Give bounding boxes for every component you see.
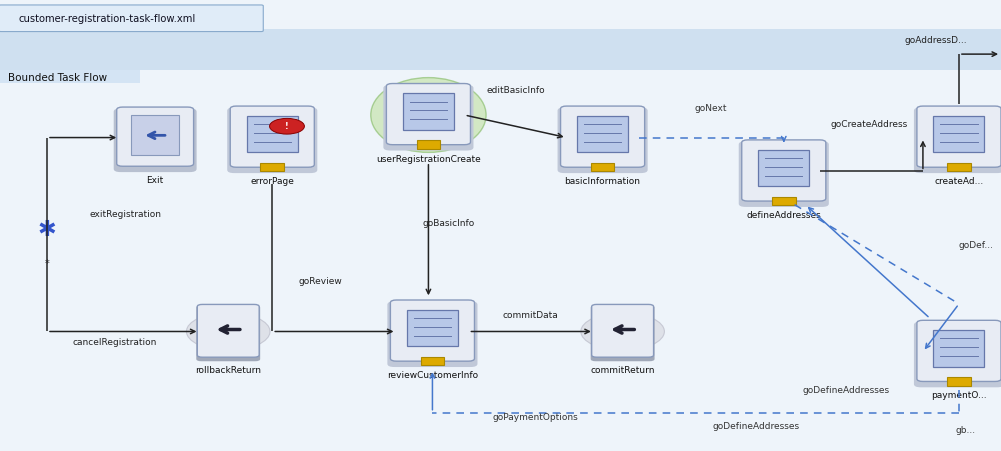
Bar bbox=[0, 70, 1001, 451]
Text: goDef...: goDef... bbox=[959, 241, 993, 250]
FancyBboxPatch shape bbox=[591, 163, 615, 171]
Circle shape bbox=[581, 313, 665, 350]
Text: customer-registration-task-flow.xml: customer-registration-task-flow.xml bbox=[18, 14, 195, 24]
FancyBboxPatch shape bbox=[247, 116, 297, 152]
Text: goAddressD...: goAddressD... bbox=[905, 36, 967, 45]
FancyBboxPatch shape bbox=[947, 377, 971, 386]
Text: *: * bbox=[45, 259, 49, 269]
FancyBboxPatch shape bbox=[407, 310, 457, 346]
Text: goPaymentOptions: goPaymentOptions bbox=[492, 413, 579, 422]
FancyBboxPatch shape bbox=[387, 301, 477, 367]
Ellipse shape bbox=[370, 78, 486, 152]
FancyBboxPatch shape bbox=[117, 107, 193, 166]
FancyBboxPatch shape bbox=[420, 357, 444, 365]
Text: reviewCustomerInfo: reviewCustomerInfo bbox=[386, 371, 478, 380]
Bar bbox=[0, 70, 140, 83]
Text: exitRegistration: exitRegistration bbox=[89, 210, 161, 219]
FancyBboxPatch shape bbox=[772, 197, 796, 205]
FancyBboxPatch shape bbox=[0, 5, 263, 32]
Text: basicInformation: basicInformation bbox=[565, 177, 641, 186]
Text: commitData: commitData bbox=[503, 311, 559, 320]
FancyBboxPatch shape bbox=[386, 83, 470, 145]
Text: goCreateAddress: goCreateAddress bbox=[830, 120, 908, 129]
Text: goDefineAddresses: goDefineAddresses bbox=[802, 386, 890, 395]
FancyBboxPatch shape bbox=[390, 300, 474, 361]
Text: createAd...: createAd... bbox=[934, 177, 984, 186]
FancyBboxPatch shape bbox=[592, 304, 654, 357]
Text: paymentO...: paymentO... bbox=[931, 391, 987, 400]
Text: gb...: gb... bbox=[956, 426, 976, 435]
FancyBboxPatch shape bbox=[227, 107, 317, 173]
Text: !: ! bbox=[285, 122, 288, 131]
Text: editBasicInfo: editBasicInfo bbox=[486, 86, 545, 95]
FancyBboxPatch shape bbox=[934, 116, 984, 152]
FancyBboxPatch shape bbox=[260, 163, 284, 171]
FancyBboxPatch shape bbox=[578, 116, 628, 152]
FancyBboxPatch shape bbox=[131, 115, 179, 155]
Text: rollbackReturn: rollbackReturn bbox=[195, 366, 261, 375]
FancyBboxPatch shape bbox=[917, 106, 1001, 167]
FancyBboxPatch shape bbox=[914, 107, 1001, 173]
FancyBboxPatch shape bbox=[196, 305, 260, 361]
Circle shape bbox=[269, 119, 304, 134]
Circle shape bbox=[186, 313, 270, 350]
Text: defineAddresses: defineAddresses bbox=[747, 211, 821, 220]
Text: cancelRegistration: cancelRegistration bbox=[73, 338, 157, 347]
FancyBboxPatch shape bbox=[114, 108, 196, 172]
Text: goReview: goReview bbox=[298, 277, 342, 286]
FancyBboxPatch shape bbox=[759, 150, 809, 186]
Text: goBasicInfo: goBasicInfo bbox=[422, 219, 474, 228]
FancyBboxPatch shape bbox=[917, 320, 1001, 382]
FancyBboxPatch shape bbox=[403, 93, 453, 130]
FancyBboxPatch shape bbox=[739, 141, 829, 207]
Text: goNext: goNext bbox=[695, 104, 727, 113]
FancyBboxPatch shape bbox=[383, 85, 473, 151]
FancyBboxPatch shape bbox=[230, 106, 314, 167]
FancyBboxPatch shape bbox=[197, 304, 259, 357]
FancyBboxPatch shape bbox=[561, 106, 645, 167]
Text: userRegistrationCreate: userRegistrationCreate bbox=[376, 155, 480, 164]
FancyBboxPatch shape bbox=[947, 163, 971, 171]
Text: errorPage: errorPage bbox=[250, 177, 294, 186]
FancyBboxPatch shape bbox=[934, 330, 984, 367]
Text: commitReturn: commitReturn bbox=[591, 366, 655, 375]
FancyBboxPatch shape bbox=[591, 305, 655, 361]
Text: Bounded Task Flow: Bounded Task Flow bbox=[8, 73, 107, 83]
Bar bbox=[0, 29, 1001, 70]
Text: goDefineAddresses: goDefineAddresses bbox=[712, 422, 800, 431]
Text: Exit: Exit bbox=[146, 176, 164, 185]
FancyBboxPatch shape bbox=[416, 140, 440, 149]
FancyBboxPatch shape bbox=[558, 107, 648, 173]
Text: ✱: ✱ bbox=[38, 220, 56, 240]
FancyBboxPatch shape bbox=[914, 322, 1001, 387]
FancyBboxPatch shape bbox=[742, 140, 826, 201]
